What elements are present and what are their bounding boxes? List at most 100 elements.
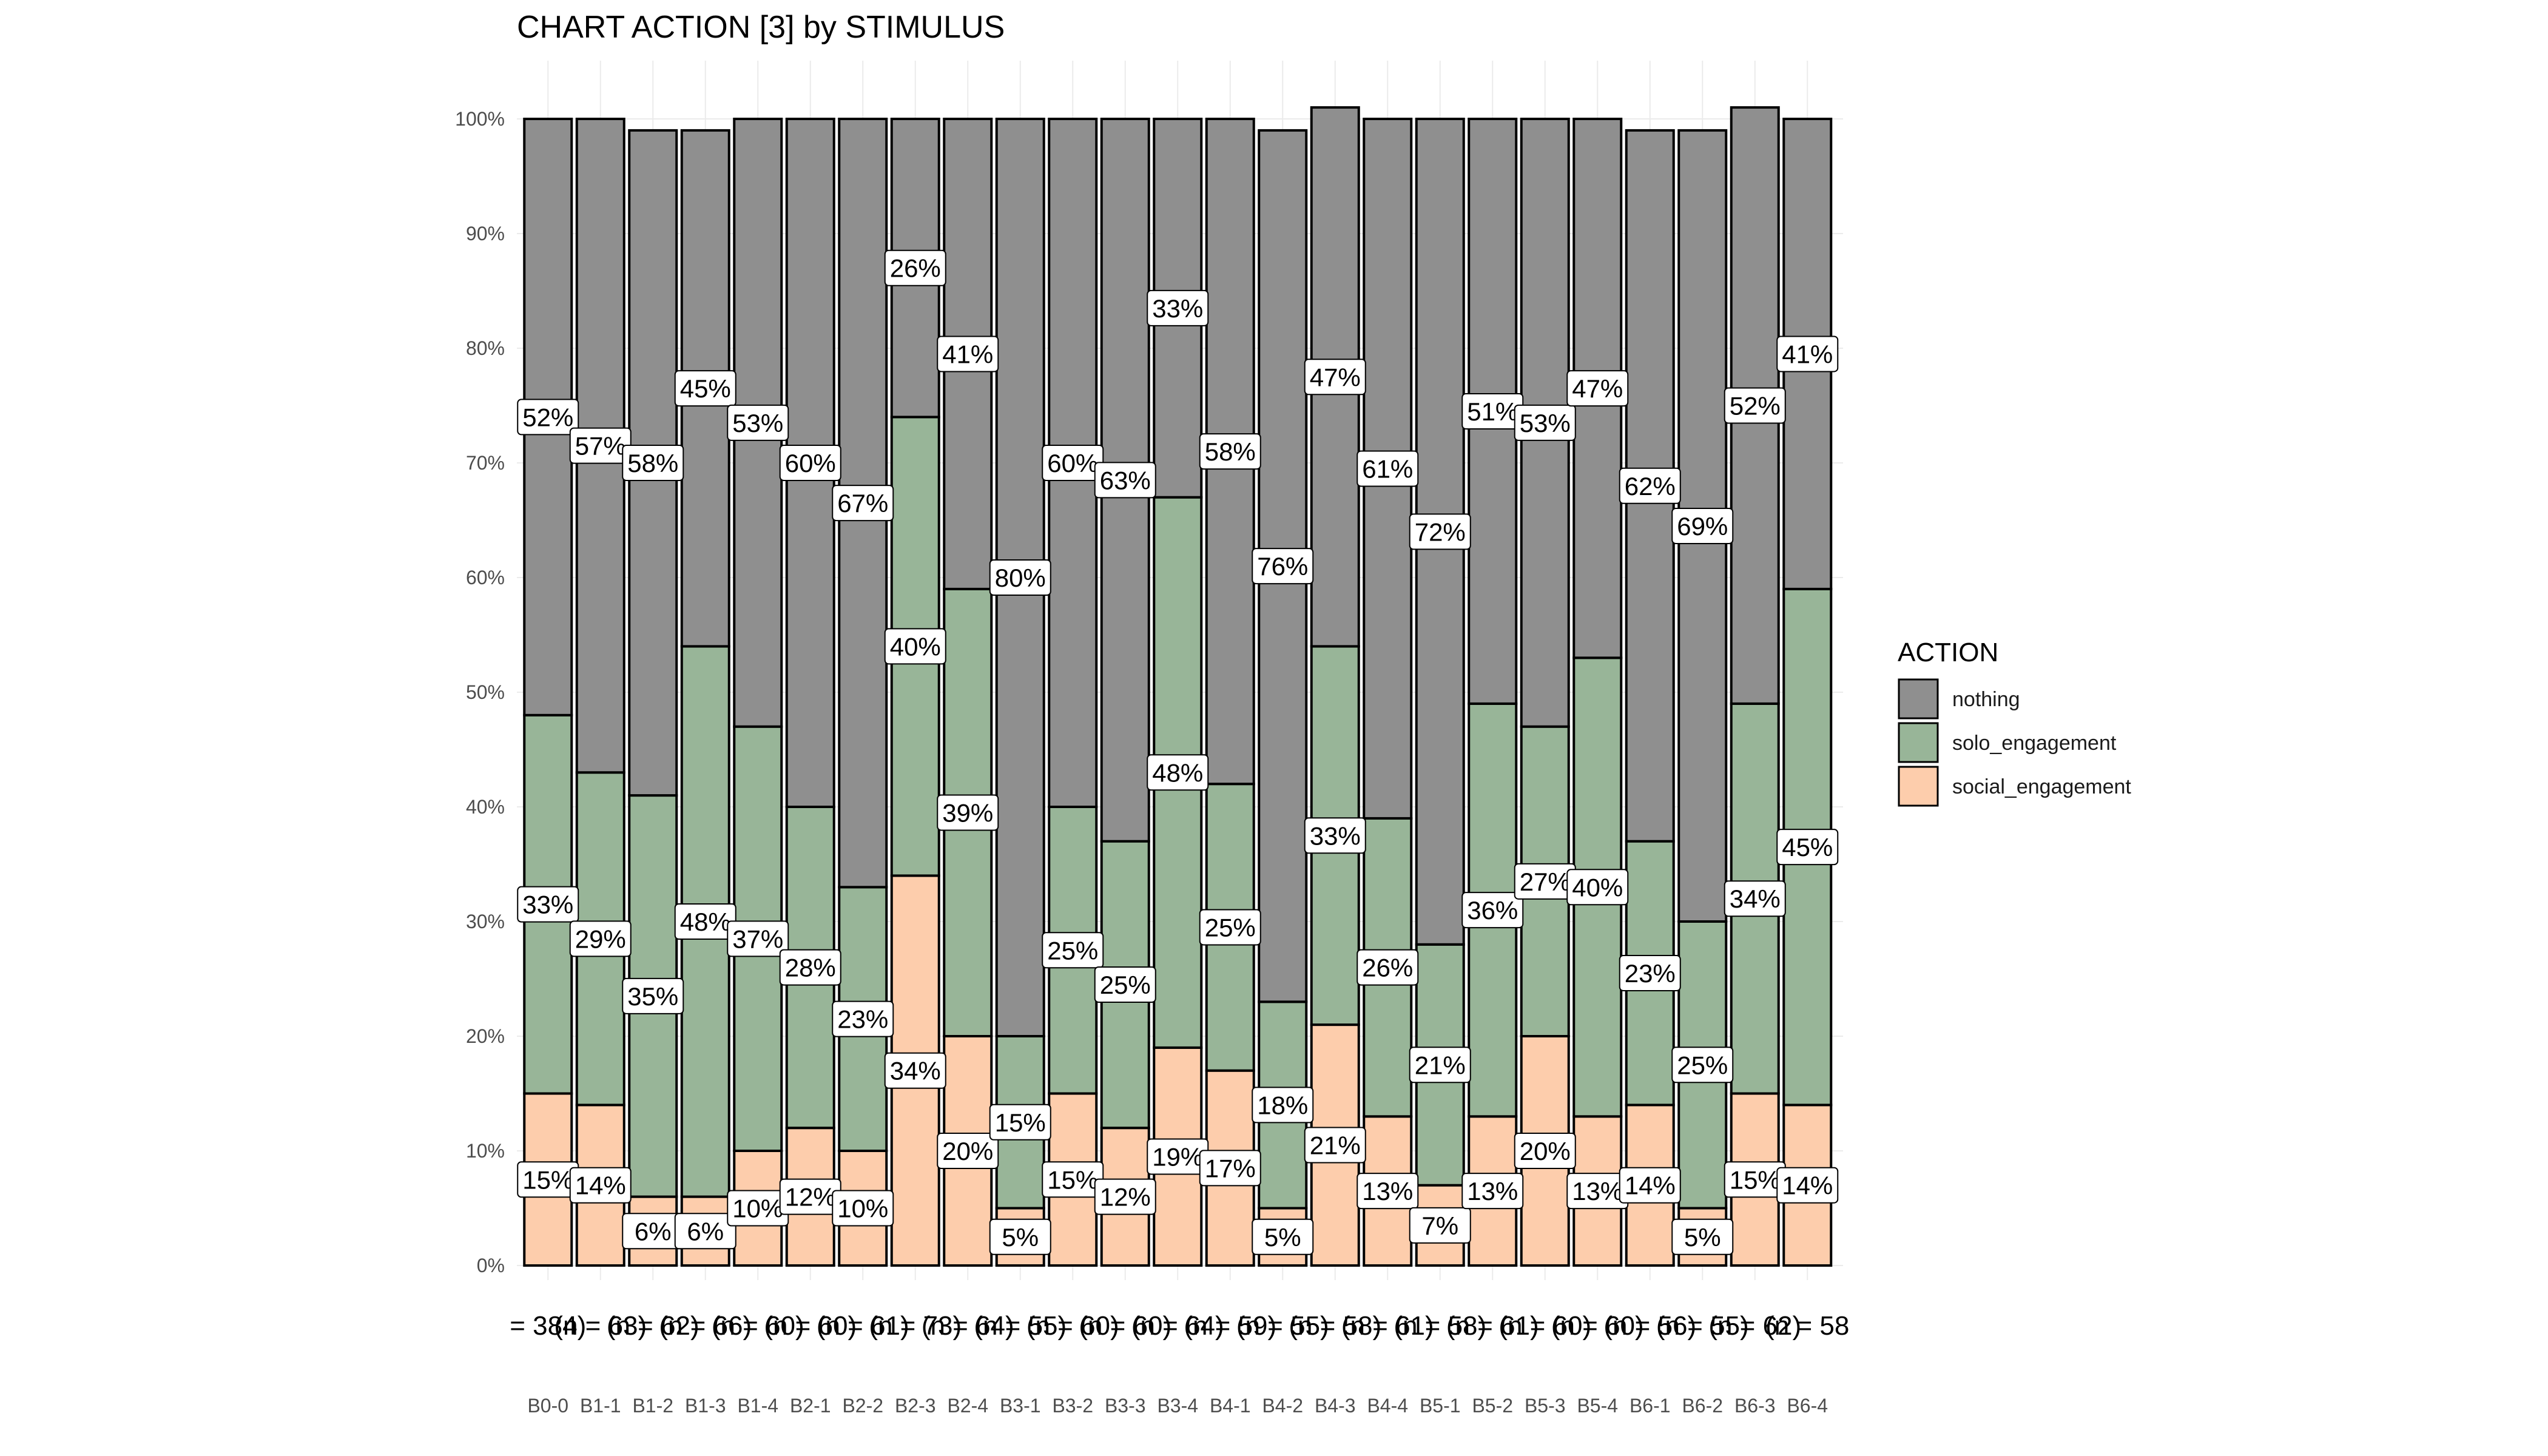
data-label: 58% [622, 445, 684, 481]
n-count-label: (n = 59) [1184, 1311, 1276, 1341]
x-tick-label: B1-4 [737, 1395, 778, 1417]
data-label-social_engagement: 10% [732, 1195, 783, 1223]
data-label: 53% [727, 404, 789, 441]
data-label-solo_engagement: 35% [627, 982, 678, 1011]
x-tick-label: B0-0 [527, 1395, 568, 1417]
data-label-social_engagement: 19% [1152, 1142, 1203, 1171]
data-label-box [1619, 955, 1681, 992]
data-label-solo_engagement: 37% [732, 925, 783, 953]
data-label-box [1724, 387, 1786, 424]
data-label-box [674, 1213, 736, 1250]
data-label: 25% [1094, 966, 1156, 1003]
x-tick-label: B3-4 [1157, 1395, 1198, 1417]
n-count-label: (n = 66) [659, 1311, 752, 1341]
x-tick-label: B6-3 [1734, 1395, 1776, 1417]
bar-layer [523, 106, 1833, 1267]
data-label: 14% [1776, 1167, 1839, 1204]
data-label-solo_engagement: 15% [995, 1108, 1046, 1137]
x-tick-label: B1-2 [632, 1395, 673, 1417]
data-label: 14% [1619, 1167, 1681, 1204]
data-label: 25% [1671, 1046, 1734, 1084]
data-label-social_engagement: 13% [1362, 1177, 1413, 1205]
data-label-box [989, 1104, 1051, 1141]
data-label-box [1671, 507, 1734, 544]
data-label-box [569, 920, 632, 957]
data-label-nothing: 47% [1572, 374, 1623, 403]
x-tick-label: B6-2 [1682, 1395, 1723, 1417]
data-label-box [1514, 404, 1576, 441]
legend-label-social_engagement: social_engagement [1952, 775, 2131, 798]
data-label: 23% [832, 1000, 894, 1037]
x-tick-label: B2-1 [790, 1395, 831, 1417]
data-label-box [1147, 289, 1209, 326]
x-tick-label: B2-3 [895, 1395, 936, 1417]
data-label-nothing: 51% [1467, 397, 1518, 426]
data-label-box [622, 977, 684, 1014]
data-label-box [884, 628, 946, 665]
data-label: 48% [1147, 754, 1209, 791]
data-label: 13% [1357, 1173, 1419, 1210]
data-label: 37% [727, 920, 789, 957]
n-count-label: (n = 55) [974, 1311, 1067, 1341]
data-label-solo_engagement: 40% [890, 632, 941, 661]
data-label: 36% [1461, 892, 1524, 929]
data-label-box [1357, 949, 1419, 986]
data-label: 12% [1094, 1178, 1156, 1215]
data-label-box [832, 1190, 894, 1227]
data-label-box [1252, 1218, 1314, 1255]
data-label-social_engagement: 20% [1520, 1137, 1571, 1165]
n-count-label: (n = 60) [1551, 1311, 1644, 1341]
data-label-social_engagement: 13% [1572, 1177, 1623, 1205]
data-label-nothing: 62% [1625, 472, 1676, 500]
n-count-label: (n = 62) [607, 1311, 699, 1341]
data-label-box [937, 794, 999, 831]
data-label-nothing: 76% [1257, 552, 1308, 581]
data-label-solo_engagement: 25% [1677, 1051, 1728, 1079]
x-tick-label: B4-4 [1367, 1395, 1408, 1417]
data-label-solo_engagement: 21% [1415, 1051, 1466, 1079]
data-label-nothing: 58% [627, 449, 678, 477]
x-tick-label: B3-2 [1052, 1395, 1093, 1417]
y-tick-label: 60% [466, 567, 505, 588]
data-label-box [517, 399, 579, 436]
data-label-box [1776, 1167, 1839, 1204]
data-label: 6% [674, 1213, 736, 1250]
x-tick-label: B2-4 [947, 1395, 988, 1417]
data-label-box [937, 1133, 999, 1169]
data-label: 6% [622, 1213, 684, 1250]
data-label-box [1409, 1207, 1471, 1244]
data-label: 18% [1252, 1087, 1314, 1124]
data-label-box [937, 335, 999, 372]
data-label-box [1461, 1173, 1524, 1210]
data-label-solo_engagement: 48% [680, 908, 731, 936]
data-label: 80% [989, 559, 1051, 596]
data-label-box [1357, 450, 1419, 487]
n-count-label: (n = 62) [1708, 1311, 1801, 1341]
x-tick-label: B3-3 [1105, 1395, 1146, 1417]
y-tick-label: 30% [466, 911, 505, 932]
data-label-box [1252, 1087, 1314, 1124]
data-label-nothing: 58% [1205, 437, 1256, 466]
data-label: 34% [1724, 880, 1786, 917]
data-label-solo_engagement: 36% [1467, 896, 1518, 925]
data-label-nothing: 52% [1730, 392, 1781, 420]
y-tick-label: 10% [466, 1140, 505, 1162]
data-label-box [517, 886, 579, 923]
data-label: 61% [1357, 450, 1419, 487]
data-label: 45% [674, 370, 736, 407]
data-label-box [779, 949, 841, 986]
n-count-label: (n = 56) [1603, 1311, 1696, 1341]
data-label: 13% [1566, 1173, 1629, 1210]
data-label: 14% [569, 1167, 632, 1204]
n-count-label: (n = 60) [764, 1311, 857, 1341]
x-tick-label: B3-1 [1000, 1395, 1041, 1417]
data-label-social_engagement: 5% [1264, 1223, 1301, 1252]
y-tick-label: 50% [466, 681, 505, 703]
data-label-solo_engagement: 28% [785, 954, 836, 982]
data-label-box [1199, 433, 1261, 470]
data-label: 35% [622, 977, 684, 1014]
data-label-social_engagement: 7% [1421, 1212, 1458, 1240]
data-label: 20% [937, 1133, 999, 1169]
data-label-solo_engagement: 25% [1047, 936, 1098, 965]
